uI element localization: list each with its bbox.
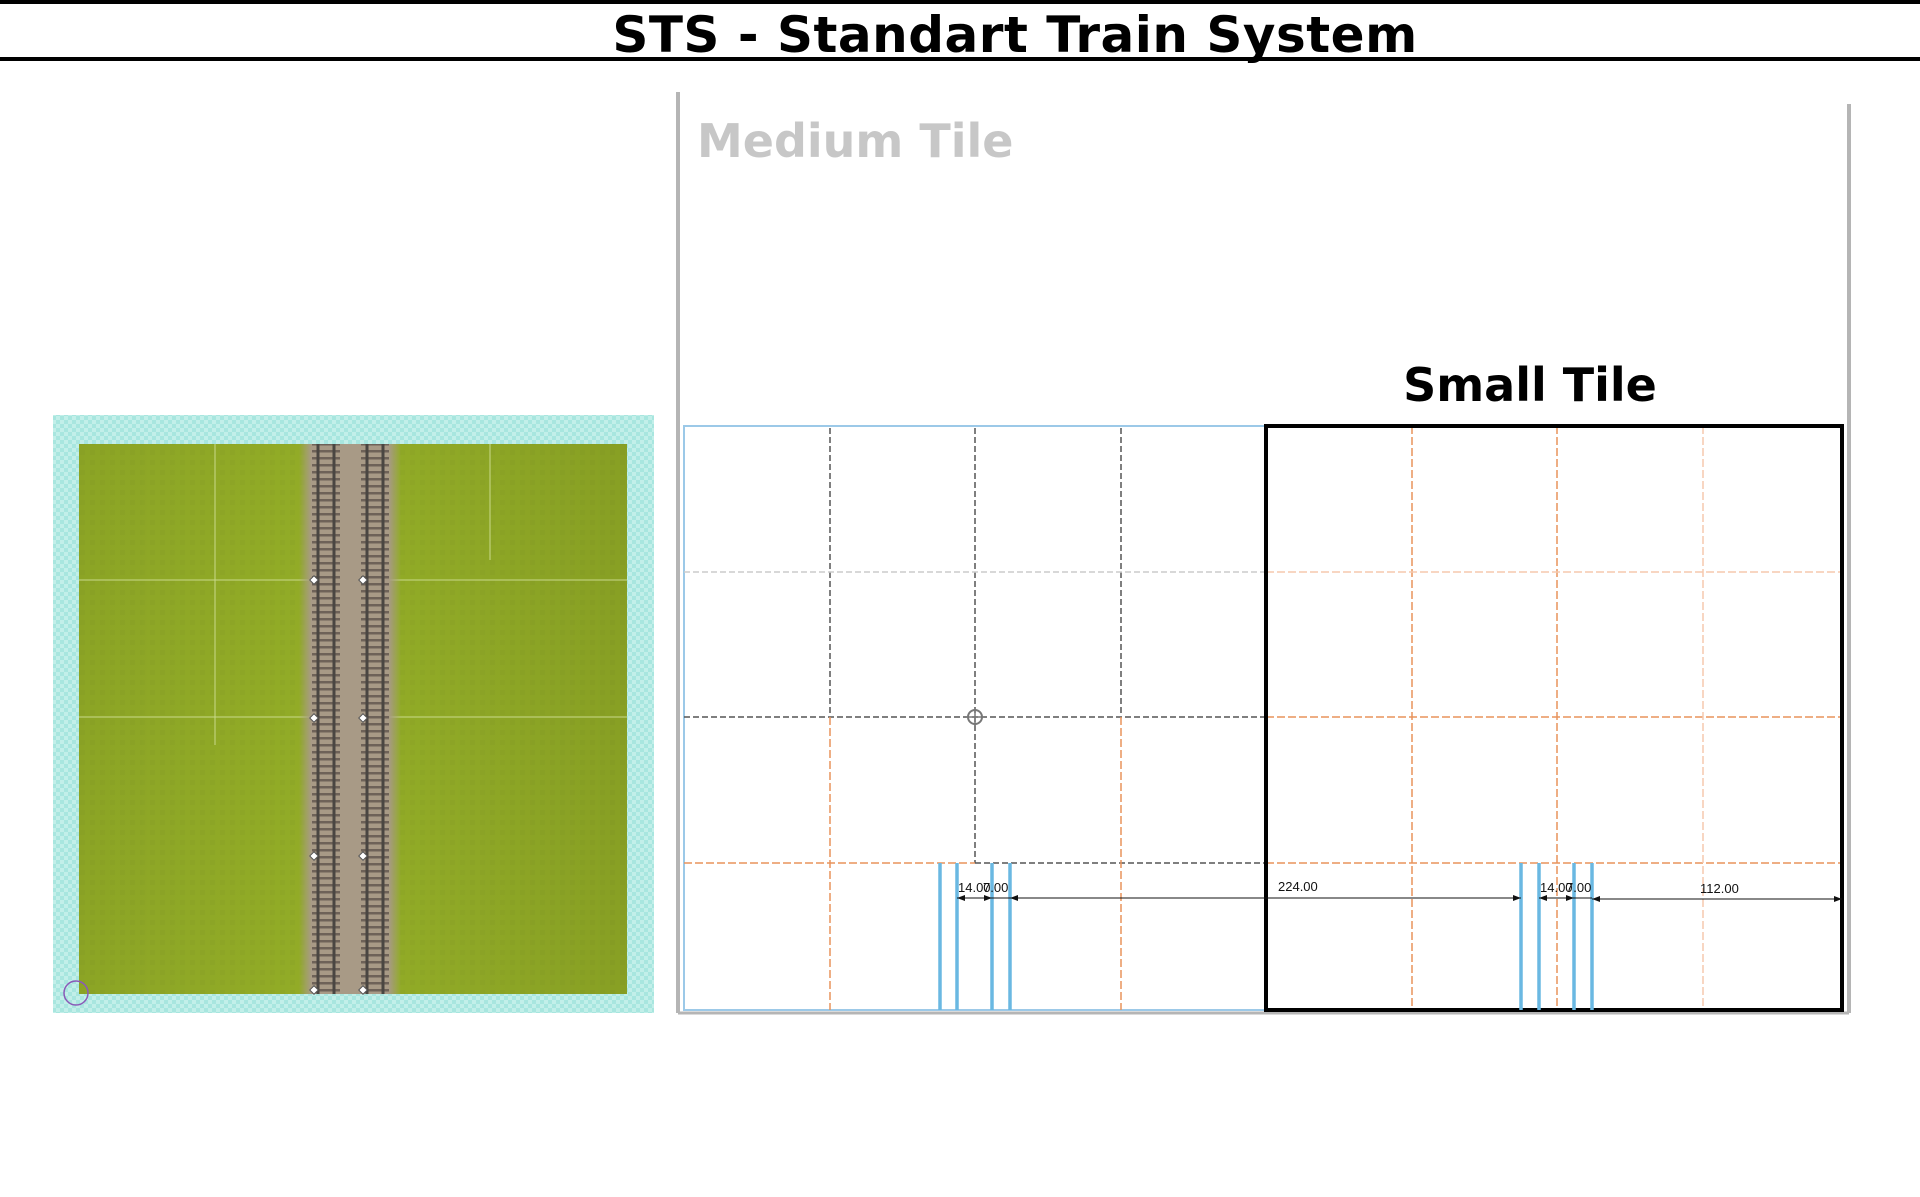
- arrow-head: [1834, 896, 1842, 902]
- node-marker: [358, 713, 368, 723]
- page-title: STS - Standart Train System: [612, 6, 1418, 64]
- node-marker: [309, 575, 319, 585]
- arrow-head: [1539, 895, 1547, 901]
- track-lines-right: [1519, 863, 1594, 1010]
- dimension-label-224: 224.00: [1278, 879, 1318, 894]
- center-marker-icon: [966, 708, 984, 726]
- dimension-label-14-left: 14.00: [958, 880, 991, 895]
- small-tile-label: Small Tile: [1403, 358, 1657, 412]
- dark-dashed-grid: [684, 428, 1266, 864]
- dimension-arrows: [957, 895, 1842, 902]
- title-underline: [0, 57, 1920, 61]
- origin-gizmo-icon: [63, 980, 89, 1006]
- track-lines-left: [938, 863, 1012, 1010]
- node-marker: [309, 851, 319, 861]
- arrow-head: [1566, 895, 1574, 901]
- arrow-head: [984, 895, 992, 901]
- dimension-lines: [957, 897, 1842, 900]
- node-marker: [309, 985, 319, 995]
- orange-grid: [684, 426, 1842, 1010]
- top-rule: [0, 0, 1920, 4]
- arrow-head: [957, 895, 965, 901]
- dimension-labels: 14.00 7.00 224.00 14.00 7.00 112.00: [958, 879, 1739, 896]
- dimension-label-7-left: 7.00: [983, 880, 1008, 895]
- arrow-head: [1010, 895, 1018, 901]
- tile-preview: [53, 415, 654, 1013]
- track-nodes: [309, 575, 368, 995]
- arrow-head: [1513, 895, 1521, 901]
- small-tile-frame: [1264, 424, 1844, 1012]
- node-marker: [358, 985, 368, 995]
- light-orange-grid: [1266, 426, 1842, 1010]
- arrow-head: [1592, 896, 1600, 902]
- node-marker: [358, 851, 368, 861]
- node-marker: [309, 713, 319, 723]
- medium-tile-label: Medium Tile: [697, 114, 1013, 168]
- dimension-label-112: 112.00: [1700, 881, 1739, 896]
- node-marker: [358, 575, 368, 585]
- dimension-label-14-right: 14.00: [1540, 880, 1573, 895]
- tile-grid-diagram: Medium Tile: [676, 92, 1851, 1015]
- dimension-label-7-right: 7.00: [1566, 880, 1591, 895]
